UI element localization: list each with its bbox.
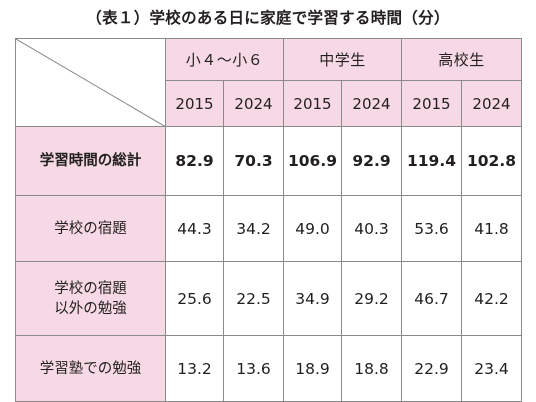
table-cell: 119.4 xyxy=(401,126,462,196)
year-header: 2024 xyxy=(341,80,402,127)
table-cell: 13.6 xyxy=(223,335,284,402)
table-cell: 82.9 xyxy=(165,126,224,196)
group-header-elementary: 小４〜小６ xyxy=(165,38,284,81)
table-cell: 106.9 xyxy=(283,126,342,196)
table-cell: 34.9 xyxy=(283,261,342,336)
year-header: 2024 xyxy=(461,80,522,127)
table-caption: （表１）学校のある日に家庭で学習する時間（分） xyxy=(86,9,450,27)
table-row-homework: 学校の宿題 44.3 34.2 49.0 40.3 53.6 41.8 xyxy=(15,195,522,262)
table-cell: 40.3 xyxy=(341,195,402,262)
diagonal-line xyxy=(16,39,166,127)
table-cell: 44.3 xyxy=(165,195,224,262)
table-cell: 29.2 xyxy=(341,261,402,336)
table-cell: 41.8 xyxy=(461,195,522,262)
row-label-cram-school: 学習塾での勉強 xyxy=(15,335,166,402)
table-cell: 23.4 xyxy=(461,335,522,402)
row-label-line: 以外の勉強 xyxy=(54,300,127,317)
table-cell: 53.6 xyxy=(401,195,462,262)
row-label-homework: 学校の宿題 xyxy=(15,195,166,262)
header-year-row: 2015 2024 2015 2024 2015 2024 xyxy=(16,80,522,127)
group-header-junior-high: 中学生 xyxy=(283,38,402,81)
table-row-total: 学習時間の総計 82.9 70.3 106.9 92.9 119.4 102.8 xyxy=(15,126,522,196)
row-label-line: 学校の宿題 xyxy=(54,280,127,297)
row-label-line: 学習塾での勉強 xyxy=(39,360,142,377)
table-cell: 70.3 xyxy=(223,126,284,196)
year-header: 2015 xyxy=(283,80,342,127)
group-header-high-school: 高校生 xyxy=(401,38,522,81)
year-header: 2024 xyxy=(223,80,284,127)
table-cell: 46.7 xyxy=(401,261,462,336)
year-header: 2015 xyxy=(165,80,224,127)
header-group-row: 小４〜小６ 中学生 高校生 xyxy=(15,38,522,127)
row-label-other-study: 学校の宿題 以外の勉強 xyxy=(15,261,166,336)
table-cell: 49.0 xyxy=(283,195,342,262)
table-cell: 13.2 xyxy=(165,335,224,402)
table-cell: 102.8 xyxy=(461,126,522,196)
corner-cell xyxy=(15,38,166,127)
table-cell: 25.6 xyxy=(165,261,224,336)
table-cell: 92.9 xyxy=(341,126,402,196)
table-cell: 42.2 xyxy=(461,261,522,336)
table-cell: 18.8 xyxy=(341,335,402,402)
table-row-other-study: 学校の宿題 以外の勉強 25.6 22.5 34.9 29.2 46.7 42.… xyxy=(15,261,522,336)
row-label-total: 学習時間の総計 xyxy=(15,126,166,196)
study-time-table: 小４〜小６ 中学生 高校生 2015 2024 2015 2024 2015 2… xyxy=(15,38,522,402)
table-cell: 22.9 xyxy=(401,335,462,402)
table-row-cram-school: 学習塾での勉強 13.2 13.6 18.9 18.8 22.9 23.4 xyxy=(15,335,522,402)
table-cell: 22.5 xyxy=(223,261,284,336)
table-cell: 34.2 xyxy=(223,195,284,262)
row-label-line: 学校の宿題 xyxy=(54,220,127,237)
table-cell: 18.9 xyxy=(283,335,342,402)
year-header: 2015 xyxy=(401,80,462,127)
row-label-line: 学習時間の総計 xyxy=(39,153,142,169)
